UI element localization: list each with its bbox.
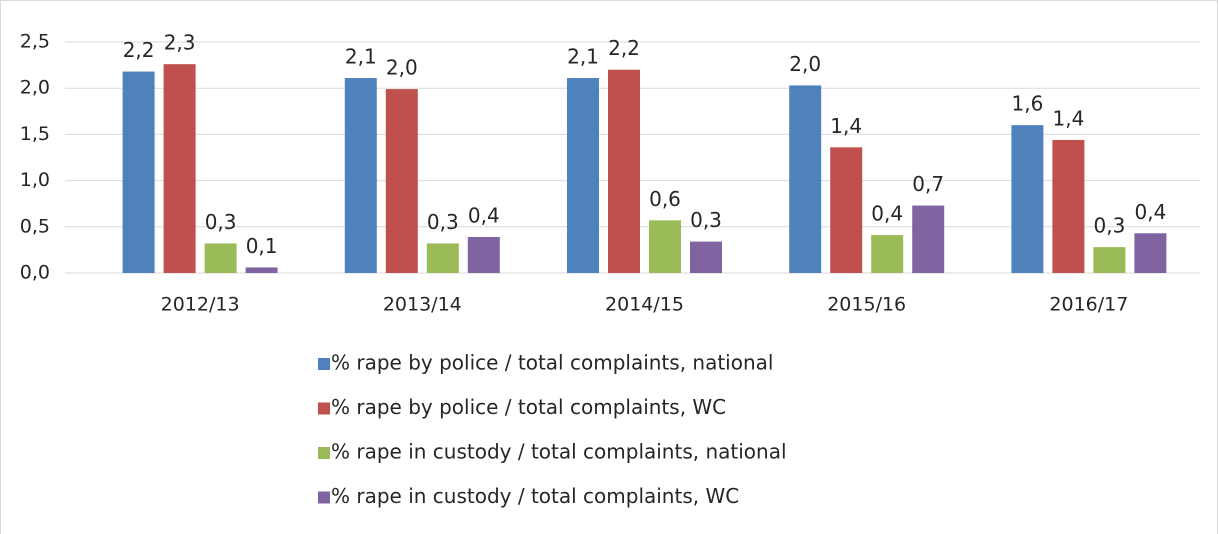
bar bbox=[1052, 139, 1085, 273]
bar bbox=[649, 220, 681, 273]
legend-label: % rape by police / total complaints, WC bbox=[331, 395, 726, 419]
bar bbox=[467, 236, 500, 273]
bar bbox=[1134, 233, 1167, 273]
bar bbox=[690, 241, 722, 273]
legend-swatch bbox=[318, 447, 330, 459]
y-tick-label: 2,5 bbox=[20, 31, 50, 53]
bar bbox=[1011, 125, 1044, 273]
data-label: 0,1 bbox=[246, 234, 278, 258]
data-label: 0,3 bbox=[1093, 214, 1125, 238]
legend-swatch bbox=[318, 358, 330, 370]
bar bbox=[385, 89, 418, 274]
bar bbox=[245, 267, 278, 273]
bar bbox=[567, 78, 599, 273]
y-tick-label: 2,0 bbox=[20, 77, 50, 99]
bar bbox=[871, 235, 904, 273]
bar bbox=[204, 243, 237, 273]
y-tick-label: 0,0 bbox=[20, 262, 50, 284]
data-label: 0,3 bbox=[690, 208, 722, 232]
y-tick-label: 1,5 bbox=[20, 123, 50, 145]
x-tick-label: 2013/14 bbox=[383, 294, 462, 316]
bar bbox=[426, 243, 459, 273]
legend-label: % rape in custody / total complaints, WC bbox=[331, 484, 739, 508]
y-tick-label: 1,0 bbox=[20, 169, 50, 191]
bar bbox=[122, 71, 155, 274]
legend-swatch bbox=[318, 402, 330, 415]
bar bbox=[608, 69, 640, 273]
data-label: 0,6 bbox=[649, 187, 681, 211]
bar bbox=[163, 64, 196, 274]
legend-swatch bbox=[318, 491, 330, 504]
x-tick-label: 2012/13 bbox=[161, 294, 240, 316]
bar bbox=[830, 147, 863, 273]
data-label: 1,6 bbox=[1011, 92, 1043, 116]
bar bbox=[912, 205, 945, 273]
data-label: 2,2 bbox=[123, 38, 155, 62]
data-label: 2,2 bbox=[608, 36, 640, 60]
data-label: 0,4 bbox=[871, 202, 903, 226]
data-label: 2,1 bbox=[567, 45, 599, 69]
legend-label: % rape by police / total complaints, nat… bbox=[331, 351, 773, 375]
data-label: 2,1 bbox=[345, 45, 377, 69]
data-label: 0,7 bbox=[912, 172, 944, 196]
data-label: 2,3 bbox=[164, 31, 196, 55]
bar bbox=[1093, 247, 1126, 273]
data-label: 1,4 bbox=[830, 114, 862, 138]
data-label: 1,4 bbox=[1052, 106, 1084, 130]
x-tick-label: 2014/15 bbox=[605, 294, 684, 316]
bar bbox=[789, 85, 822, 273]
x-tick-label: 2016/17 bbox=[1049, 294, 1128, 316]
y-tick-label: 0,5 bbox=[20, 215, 50, 237]
x-tick-label: 2015/16 bbox=[827, 294, 906, 316]
data-label: 0,4 bbox=[468, 203, 500, 227]
data-label: 2,0 bbox=[386, 56, 418, 80]
data-label: 2,0 bbox=[789, 52, 821, 76]
bar bbox=[344, 78, 377, 273]
legend-label: % rape in custody / total complaints, na… bbox=[331, 440, 787, 464]
data-label: 0,3 bbox=[205, 210, 237, 234]
data-label: 0,3 bbox=[427, 210, 459, 234]
data-label: 0,4 bbox=[1134, 200, 1166, 224]
